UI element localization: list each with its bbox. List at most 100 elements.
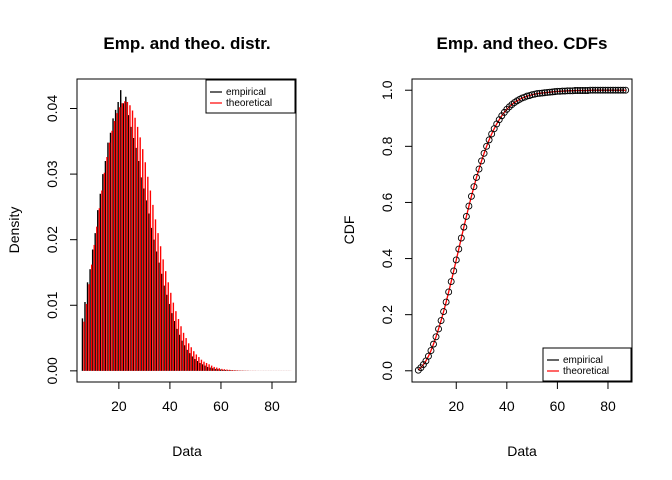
- density-legend-empirical-label: empirical: [226, 87, 266, 98]
- density-y-axis-label: Density: [6, 207, 22, 254]
- cdf-legend-theoretical-label: theoretical: [563, 366, 609, 377]
- cdf-empirical-point: [571, 87, 579, 94]
- cdf-empirical-point: [543, 89, 551, 96]
- cdf-y-tick-label: 0.2: [379, 305, 395, 325]
- density-x-tick-label: 80: [264, 398, 280, 414]
- cdf-empirical-point: [424, 352, 432, 360]
- cdf-empirical-point: [553, 87, 561, 95]
- cdf-empirical-point: [467, 192, 475, 200]
- cdf-empirical-point: [559, 87, 566, 95]
- density-title: Emp. and theo. distr.: [103, 34, 270, 53]
- cdf-empirical-point: [442, 298, 450, 306]
- cdf-x-axis-label: Data: [507, 443, 537, 459]
- density-bars: [81, 90, 290, 371]
- cdf-empirical-point: [614, 86, 622, 94]
- density-panel: Emp. and theo. distr. 20 40 60 80 0.00 0.01 0.…: [6, 34, 297, 459]
- cdf-empirical-point: [462, 213, 470, 220]
- density-x-tick-label: 20: [111, 398, 127, 414]
- cdf-panel: Emp. and theo. CDFs 20 40 60 80 0.0 0.2 0.4 0.6…: [341, 34, 633, 459]
- cdf-empirical-point: [478, 157, 485, 165]
- cdf-empirical-point: [533, 90, 541, 98]
- cdf-empirical-point: [528, 91, 536, 99]
- cdf-empirical-point: [450, 267, 458, 275]
- cdf-empirical-point: [440, 308, 448, 316]
- cdf-empirical-point: [622, 86, 630, 94]
- cdf-empirical-point: [619, 86, 627, 94]
- cdf-empirical-point: [457, 234, 465, 242]
- density-y-tick-label: 0.01: [44, 291, 60, 318]
- cdf-empirical-point: [564, 87, 571, 95]
- cdf-empirical-point: [470, 183, 478, 191]
- cdf-empirical-point: [483, 142, 491, 150]
- cdf-empirical-point: [599, 86, 607, 94]
- cdf-empirical-point: [536, 89, 544, 97]
- cdf-empirical-point: [430, 340, 437, 348]
- cdf-empirical-points: [414, 86, 630, 374]
- cdf-empirical-point: [475, 165, 483, 173]
- density-y-tick-label: 0.02: [44, 226, 60, 253]
- cdf-y-axis-label: CDF: [341, 216, 357, 245]
- cdf-empirical-point: [485, 136, 493, 144]
- cdf-empirical-point: [612, 86, 620, 94]
- cdf-empirical-point: [546, 88, 554, 96]
- cdf-x-tick-label: 80: [600, 398, 616, 414]
- cdf-empirical-point: [445, 288, 453, 296]
- cdf-empirical-point: [435, 325, 443, 333]
- density-y-tick-label: 0.04: [44, 95, 60, 122]
- cdf-y-tick-label: 0.0: [379, 361, 395, 381]
- cdf-empirical-point: [561, 87, 569, 95]
- cdf-empirical-point: [581, 87, 589, 94]
- cdf-empirical-point: [607, 86, 614, 94]
- cdf-empirical-point: [556, 87, 564, 95]
- cdf-empirical-point: [427, 347, 435, 355]
- density-theoretical-lines: [83, 101, 292, 371]
- cdf-empirical-point: [432, 333, 440, 341]
- density-legend-theoretical-label: theoretical: [226, 98, 272, 109]
- cdf-empirical-point: [480, 149, 488, 157]
- cdf-empirical-point: [569, 87, 577, 95]
- cdf-empirical-point: [589, 86, 597, 94]
- cdf-axes: 20 40 60 80 0.0 0.2 0.4 0.6 0.8 1.0: [379, 80, 616, 414]
- cdf-empirical-point: [596, 86, 604, 94]
- cdf-legend-box: [542, 347, 632, 382]
- cdf-x-tick-label: 60: [550, 398, 566, 414]
- cdf-empirical-point: [452, 256, 460, 264]
- cdf-y-tick-label: 0.8: [379, 136, 395, 156]
- cdf-empirical-point: [437, 317, 445, 325]
- cdf-empirical-point: [455, 245, 463, 253]
- cdf-x-tick-label: 40: [499, 398, 515, 414]
- cdf-x-tick-label: 20: [448, 398, 464, 414]
- cdf-empirical-point: [601, 86, 609, 94]
- cdf-y-tick-label: 0.4: [379, 249, 395, 269]
- cdf-y-tick-label: 1.0: [379, 80, 395, 100]
- cdf-empirical-point: [574, 87, 582, 94]
- cdf-empirical-point: [586, 86, 594, 94]
- cdf-empirical-point: [579, 87, 587, 94]
- density-y-tick-label: 0.03: [44, 160, 60, 187]
- cdf-empirical-point: [447, 278, 455, 286]
- cdf-empirical-point: [548, 88, 556, 96]
- density-y-tick-label: 0.00: [44, 357, 60, 384]
- cdf-empirical-point: [523, 92, 531, 100]
- cdf-legend: empirical theoretical: [542, 347, 632, 382]
- cdf-empirical-point: [609, 86, 617, 94]
- cdf-empirical-point: [541, 89, 549, 97]
- density-x-tick-label: 40: [162, 398, 178, 414]
- cdf-theoretical-curve: [417, 89, 626, 371]
- cdf-title: Emp. and theo. CDFs: [437, 34, 608, 53]
- cdf-empirical-point: [576, 87, 584, 94]
- density-x-tick-label: 60: [213, 398, 229, 414]
- cdf-empirical-point: [584, 87, 592, 94]
- density-legend-box: [205, 79, 296, 114]
- cdf-legend-empirical-label: empirical: [563, 355, 603, 366]
- cdf-plot-frame: [411, 78, 633, 383]
- cdf-empirical-point: [617, 86, 625, 94]
- cdf-theoretical-line: [417, 89, 626, 371]
- cdf-empirical-point: [604, 86, 612, 94]
- density-x-axis-label: Data: [172, 443, 202, 459]
- density-axes: 20 40 60 80 0.00 0.01 0.02 0.03 0.04: [44, 95, 280, 414]
- cdf-empirical-point: [566, 87, 574, 95]
- cdf-empirical-point: [460, 223, 468, 231]
- density-legend: empirical theoretical: [205, 79, 296, 114]
